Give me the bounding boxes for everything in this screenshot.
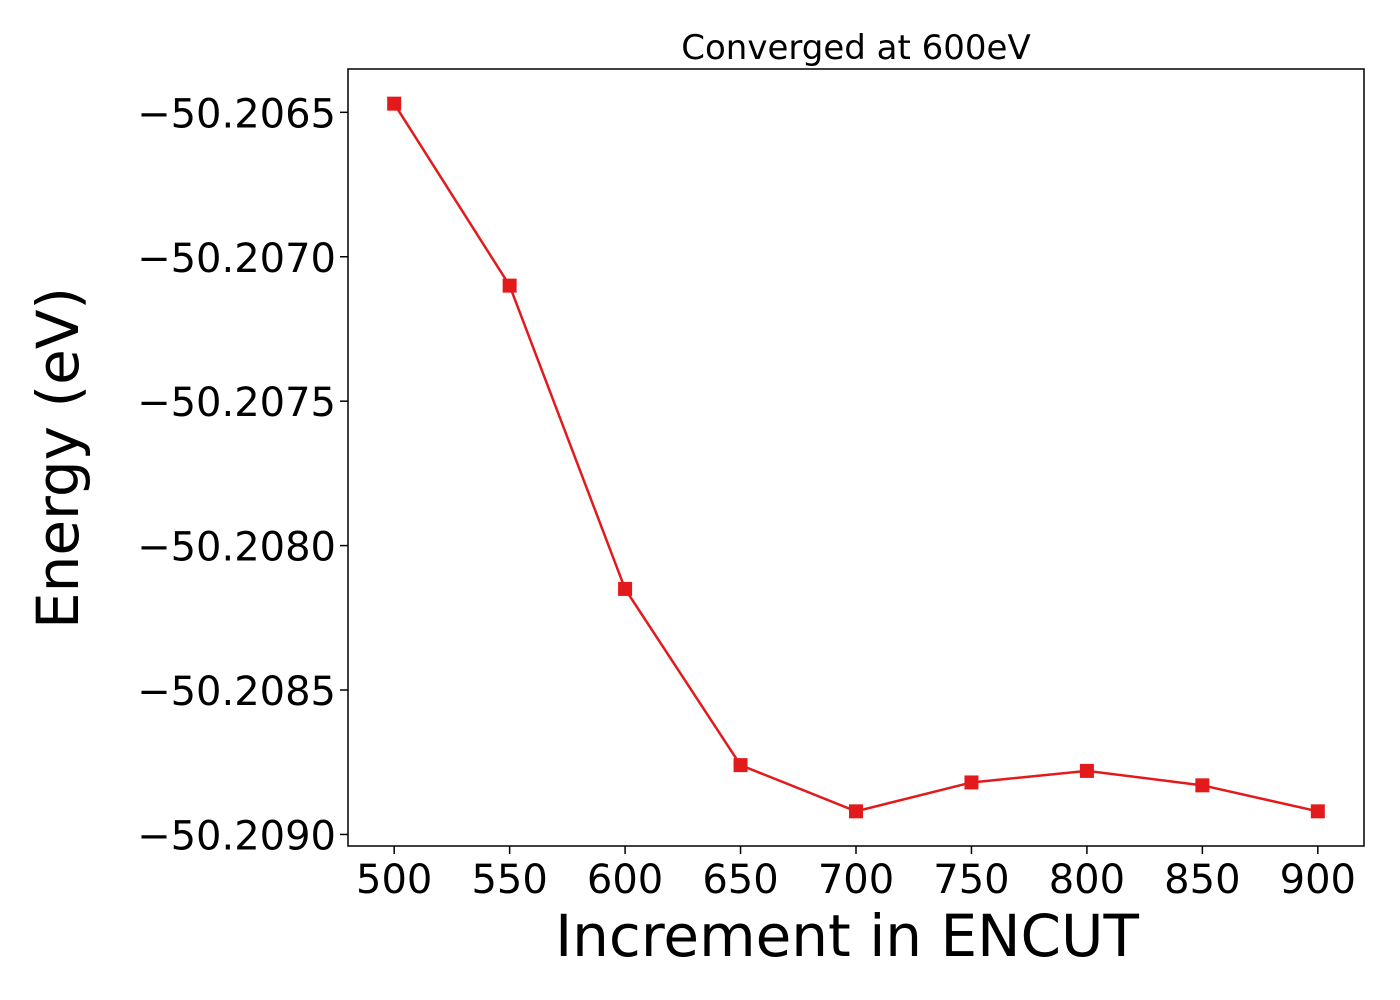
x-axis: 500 550 600 650 700 750 800 850 900 xyxy=(356,846,1356,903)
chart-title: Converged at 600eV xyxy=(681,28,1030,68)
data-point xyxy=(1195,778,1210,793)
data-point xyxy=(733,758,748,773)
series-line xyxy=(393,102,1319,813)
y-tick-label: −50.2070 xyxy=(137,236,336,282)
x-tick-label: 600 xyxy=(587,857,663,903)
x-tick-label: 850 xyxy=(1164,857,1240,903)
plot-frame xyxy=(347,68,1365,847)
y-tick-label: −50.2080 xyxy=(137,525,336,571)
y-tick-label: −50.2065 xyxy=(137,91,336,137)
data-point xyxy=(964,775,979,790)
data-point xyxy=(618,581,633,596)
series-layer xyxy=(387,96,1325,819)
x-tick-label: 650 xyxy=(702,857,778,903)
data-point xyxy=(1310,804,1325,819)
data-point xyxy=(1079,763,1094,778)
y-axis-label: Energy (eV) xyxy=(24,287,92,629)
x-tick-label: 700 xyxy=(818,857,894,903)
y-tick-label: −50.2085 xyxy=(137,669,336,715)
x-tick-label: 900 xyxy=(1280,857,1356,903)
x-tick-label: 750 xyxy=(933,857,1009,903)
x-axis-label: Increment in ENCUT xyxy=(555,902,1139,970)
plot-area xyxy=(347,68,1365,847)
x-tick-label: 800 xyxy=(1049,857,1125,903)
x-tick-label: 550 xyxy=(471,857,547,903)
x-tick-label: 500 xyxy=(356,857,432,903)
y-axis: −50.2065 −50.2070 −50.2075 −50.2080 −50.2085… xyxy=(137,91,348,859)
data-point xyxy=(387,96,402,111)
y-tick-label: −50.2075 xyxy=(137,380,336,426)
y-tick-label: −50.2090 xyxy=(137,813,336,859)
data-point xyxy=(502,278,517,293)
data-point xyxy=(849,804,863,819)
